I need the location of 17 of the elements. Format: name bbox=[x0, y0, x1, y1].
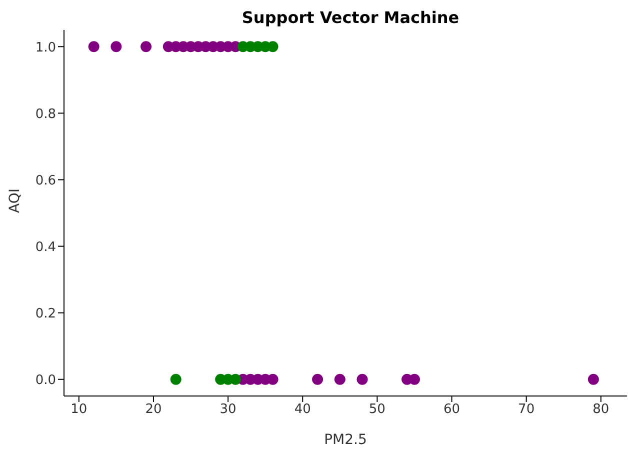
x-tick-label: 40 bbox=[294, 402, 311, 418]
x-tick-label: 10 bbox=[70, 402, 88, 418]
y-tick-label: 0.0 bbox=[35, 372, 56, 388]
y-tick-label: 0.4 bbox=[35, 240, 56, 255]
y-tick-label: 0.6 bbox=[35, 173, 56, 188]
y-axis-title: AQI bbox=[6, 188, 23, 213]
y-tick-label: 0.2 bbox=[35, 306, 56, 322]
y-tick-label: 0.8 bbox=[35, 106, 56, 122]
x-tick-label: 30 bbox=[220, 402, 236, 418]
chart-title: Support Vector Machine bbox=[240, 8, 460, 27]
x-tick-label: 20 bbox=[145, 402, 162, 418]
x-tick-label: 50 bbox=[368, 402, 386, 418]
x-axis-title: PM2.5 bbox=[324, 432, 367, 448]
x-tick-label: 80 bbox=[592, 402, 610, 418]
x-tick-label: 70 bbox=[518, 402, 535, 418]
y-tick-label: 1.0 bbox=[35, 40, 56, 56]
x-tick-label: 60 bbox=[443, 402, 460, 418]
